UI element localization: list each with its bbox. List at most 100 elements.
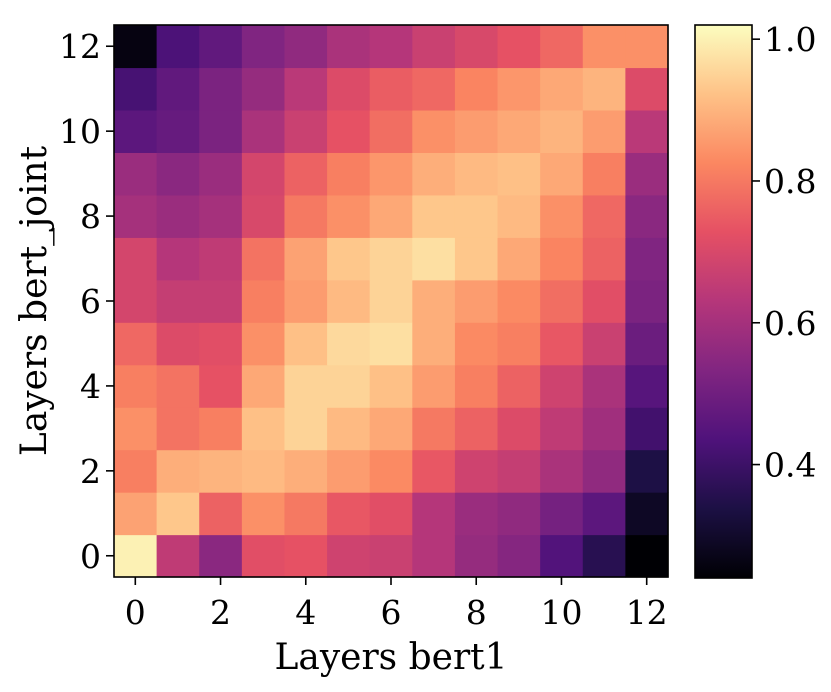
heatmap-cell (497, 407, 541, 451)
heatmap-cell (454, 407, 499, 451)
heatmap-cell (114, 322, 158, 366)
heatmap-cell (199, 534, 243, 578)
heatmap-cell (156, 279, 200, 323)
heatmap-cell (497, 67, 541, 111)
heatmap-cell (114, 194, 158, 238)
heatmap-cell (412, 152, 456, 196)
heatmap-cell (114, 237, 158, 281)
heatmap-cell (582, 237, 626, 281)
heatmap-cell (582, 492, 626, 536)
heatmap-cell (369, 322, 413, 366)
heatmap-cell (327, 237, 371, 281)
heatmap-cell (540, 237, 584, 281)
heatmap-cell (284, 492, 328, 536)
heatmap-cell (327, 194, 371, 238)
heatmap-cell (625, 25, 669, 69)
heatmap-cell (540, 322, 584, 366)
heatmap-cell (412, 322, 456, 366)
heatmap-cell (241, 152, 286, 196)
heatmap-cell (454, 237, 499, 281)
heatmap-cell (625, 279, 669, 323)
heatmap-cell (540, 279, 584, 323)
heatmap-cell (284, 25, 328, 69)
heatmap-cell (327, 407, 371, 451)
x-axis-label: Layers bert1 (274, 637, 507, 678)
heatmap-cell (284, 407, 328, 451)
heatmap-cell (327, 322, 371, 366)
y-axis-label: Layers bert_joint (14, 145, 55, 456)
heatmap-cell (199, 67, 243, 111)
heatmap-cell (284, 364, 328, 408)
heatmap-cell (327, 25, 371, 69)
heatmap-cell (241, 492, 286, 536)
heatmap-cell (582, 109, 626, 153)
heatmap-cell (327, 449, 371, 493)
heatmap-cell (582, 194, 626, 238)
heatmap-cell (156, 67, 200, 111)
heatmap-cell (156, 25, 200, 69)
heatmap-cell (284, 109, 328, 153)
heatmap-cell (625, 492, 669, 536)
heatmap-cell (114, 364, 158, 408)
heatmap-cell (369, 364, 413, 408)
heatmap-cell (156, 109, 200, 153)
heatmap-cell (114, 67, 158, 111)
heatmap-cell (241, 194, 286, 238)
heatmap-cell (454, 449, 499, 493)
heatmap-cell (114, 492, 158, 536)
heatmap-cell (412, 194, 456, 238)
y-tick-label: 6 (80, 282, 101, 321)
heatmap-cell (497, 152, 541, 196)
heatmap-cell (369, 534, 413, 578)
heatmap-cell (284, 67, 328, 111)
heatmap-cell (199, 407, 243, 451)
heatmap-cell (412, 109, 456, 153)
heatmap-cell (540, 534, 584, 578)
heatmap-cell (284, 237, 328, 281)
heatmap-cell (540, 449, 584, 493)
colorbar-tick-label: 0.8 (764, 162, 816, 201)
x-axis-ticks: 0 2 4 6 8 10 12 (125, 577, 668, 632)
heatmap-cell (241, 279, 286, 323)
heatmap-cell (497, 449, 541, 493)
heatmap-cell (327, 67, 371, 111)
heatmap-cell (156, 492, 200, 536)
heatmap-cell (582, 279, 626, 323)
heatmap-cell (625, 364, 669, 408)
heatmap-cell (284, 534, 328, 578)
heatmap-cell (156, 194, 200, 238)
x-tick-label: 2 (210, 593, 231, 632)
heatmap-cell (284, 279, 328, 323)
heatmap-cell (156, 449, 200, 493)
heatmap-cell (199, 492, 243, 536)
heatmap-cell (114, 152, 158, 196)
heatmap-cell (582, 25, 626, 69)
x-tick-label: 6 (381, 593, 402, 632)
colorbar-tick-label: 1.0 (764, 20, 816, 59)
heatmap-cell (369, 449, 413, 493)
heatmap-cell (284, 322, 328, 366)
heatmap-cell (412, 237, 456, 281)
heatmap-cell (540, 109, 584, 153)
heatmap-cell (369, 152, 413, 196)
x-tick-label: 10 (540, 593, 582, 632)
heatmap-cell (369, 407, 413, 451)
heatmap-cell (241, 407, 286, 451)
heatmap-cell (199, 109, 243, 153)
heatmap-cell (412, 407, 456, 451)
heatmap-cell (582, 449, 626, 493)
heatmap-cell (114, 534, 158, 578)
heatmap-cell (199, 449, 243, 493)
heatmap-cell (497, 25, 541, 69)
heatmap-cell (369, 492, 413, 536)
heatmap-cell (582, 364, 626, 408)
heatmap-cell (454, 67, 499, 111)
y-tick-label: 10 (59, 112, 101, 151)
heatmap-cell (156, 322, 200, 366)
heatmap-cell (497, 194, 541, 238)
heatmap-cell (241, 449, 286, 493)
heatmap-cell (369, 109, 413, 153)
heatmap-cell (241, 322, 286, 366)
heatmap-cell (199, 25, 243, 69)
heatmap-cells (114, 25, 669, 578)
